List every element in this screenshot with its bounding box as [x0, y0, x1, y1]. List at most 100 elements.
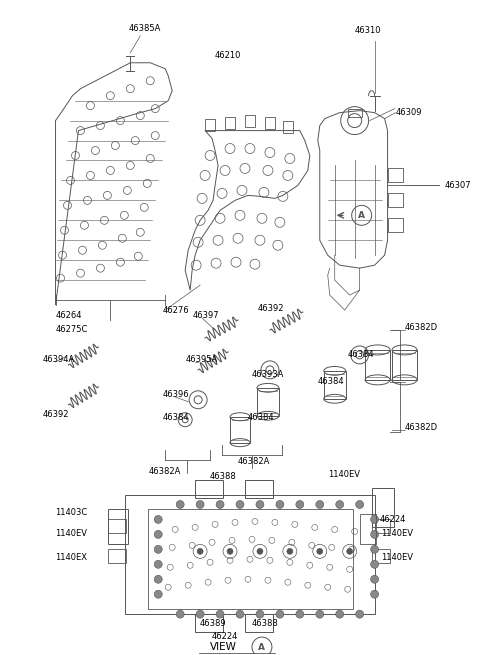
Text: 46382A: 46382A	[238, 457, 270, 466]
Text: 1140EV: 1140EV	[328, 470, 360, 479]
Text: 46388: 46388	[252, 618, 279, 627]
Text: 11403C: 11403C	[56, 508, 88, 517]
Text: 46276: 46276	[162, 305, 189, 314]
Bar	[108, 510, 128, 544]
Bar	[225, 117, 235, 128]
Text: 46392: 46392	[43, 410, 69, 419]
Circle shape	[154, 531, 162, 538]
Circle shape	[176, 500, 184, 508]
Text: 46392: 46392	[258, 303, 285, 312]
Circle shape	[236, 610, 244, 618]
Bar	[257, 388, 279, 416]
Text: 1140EV: 1140EV	[56, 529, 87, 538]
Text: 46397: 46397	[192, 310, 219, 320]
Bar	[372, 550, 390, 563]
Text: 46210: 46210	[215, 51, 241, 60]
Bar	[245, 115, 255, 126]
Circle shape	[371, 560, 379, 569]
Circle shape	[216, 500, 224, 508]
Text: 46275C: 46275C	[56, 326, 88, 335]
Circle shape	[196, 610, 204, 618]
Circle shape	[316, 500, 324, 508]
Bar	[230, 417, 250, 443]
Circle shape	[371, 515, 379, 523]
Text: A: A	[358, 211, 365, 220]
Text: 1140EV: 1140EV	[382, 553, 414, 562]
Circle shape	[287, 548, 293, 554]
Bar	[283, 121, 293, 132]
Text: 46382D: 46382D	[405, 423, 438, 432]
Bar	[195, 479, 223, 498]
Circle shape	[227, 548, 233, 554]
Circle shape	[336, 610, 344, 618]
Text: 46385A: 46385A	[128, 24, 161, 33]
Text: 1140EX: 1140EX	[56, 553, 87, 562]
Circle shape	[347, 548, 353, 554]
Circle shape	[236, 500, 244, 508]
Text: 46394A: 46394A	[43, 356, 75, 364]
Bar	[348, 109, 361, 117]
Text: 46382A: 46382A	[148, 467, 180, 476]
Text: 46384: 46384	[318, 377, 344, 386]
Circle shape	[154, 575, 162, 583]
Text: 46393A: 46393A	[252, 370, 284, 379]
Circle shape	[296, 610, 304, 618]
Bar	[387, 168, 403, 183]
Text: 46384: 46384	[162, 413, 189, 422]
Bar	[387, 193, 403, 208]
Bar	[372, 487, 394, 527]
Circle shape	[154, 546, 162, 553]
Circle shape	[276, 610, 284, 618]
Text: 46307: 46307	[444, 181, 471, 190]
Circle shape	[257, 548, 263, 554]
Circle shape	[296, 500, 304, 508]
Bar	[108, 519, 126, 533]
Bar	[372, 519, 390, 533]
Circle shape	[256, 610, 264, 618]
Circle shape	[371, 575, 379, 583]
Text: 46389: 46389	[200, 618, 227, 627]
Text: A: A	[258, 643, 265, 652]
Text: 46310: 46310	[354, 26, 381, 35]
Circle shape	[316, 610, 324, 618]
Circle shape	[276, 500, 284, 508]
Bar	[360, 514, 376, 544]
Bar	[245, 479, 273, 498]
Circle shape	[356, 610, 364, 618]
Bar	[195, 614, 223, 632]
Text: 46264: 46264	[56, 310, 82, 320]
Bar	[205, 119, 215, 130]
Bar	[392, 350, 417, 380]
Circle shape	[356, 500, 364, 508]
Text: 46396: 46396	[162, 390, 189, 400]
Circle shape	[154, 590, 162, 598]
Circle shape	[371, 590, 379, 598]
Bar	[245, 614, 273, 632]
Text: 46224: 46224	[380, 515, 406, 524]
Circle shape	[176, 610, 184, 618]
Text: 46224: 46224	[212, 631, 238, 641]
Circle shape	[216, 610, 224, 618]
Bar	[125, 495, 374, 614]
Bar	[108, 550, 126, 563]
Circle shape	[256, 500, 264, 508]
Bar	[265, 117, 275, 128]
Text: 46395A: 46395A	[185, 356, 217, 364]
Bar	[387, 218, 403, 233]
Circle shape	[371, 531, 379, 538]
Circle shape	[197, 548, 203, 554]
Circle shape	[154, 515, 162, 523]
Text: 46384: 46384	[348, 350, 374, 360]
Bar	[365, 350, 390, 380]
Text: 46309: 46309	[396, 108, 422, 117]
Circle shape	[196, 500, 204, 508]
Text: 1140EV: 1140EV	[382, 529, 414, 538]
Bar	[324, 371, 346, 399]
Circle shape	[154, 560, 162, 569]
Circle shape	[371, 546, 379, 553]
Text: 46384: 46384	[248, 413, 275, 422]
Bar	[148, 510, 353, 609]
Circle shape	[317, 548, 323, 554]
Text: VIEW: VIEW	[210, 642, 237, 652]
Circle shape	[336, 500, 344, 508]
